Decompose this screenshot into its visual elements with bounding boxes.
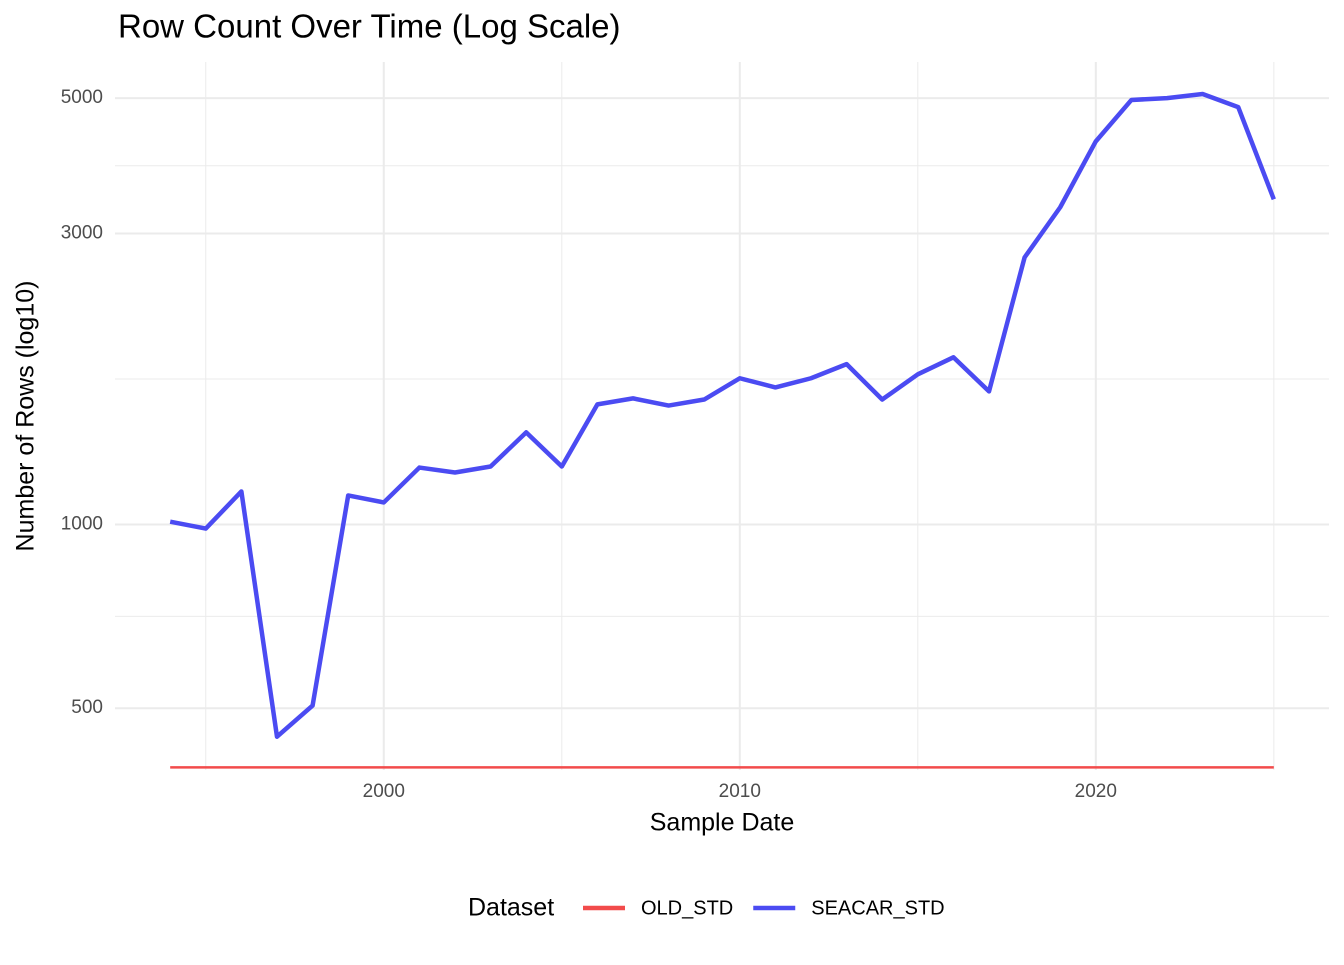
x-tick-label: 2010	[719, 781, 761, 802]
y-tick-label: 1000	[61, 514, 103, 535]
y-tick-label: 3000	[61, 222, 103, 243]
x-tick-label: 2020	[1075, 781, 1117, 802]
x-tick-label: 2000	[363, 781, 405, 802]
y-axis-label: Number of Rows (log10)	[12, 281, 40, 552]
legend-title: Dataset	[468, 894, 554, 922]
y-tick-label: 5000	[61, 87, 103, 108]
x-axis-label: Sample Date	[650, 809, 795, 837]
data-line	[169, 91, 1276, 739]
legend-label: SEACAR_STD	[811, 897, 944, 919]
legend-label: OLD_STD	[641, 897, 733, 919]
y-tick-label: 500	[71, 697, 103, 718]
chart-title: Row Count Over Time (Log Scale)	[118, 8, 621, 45]
